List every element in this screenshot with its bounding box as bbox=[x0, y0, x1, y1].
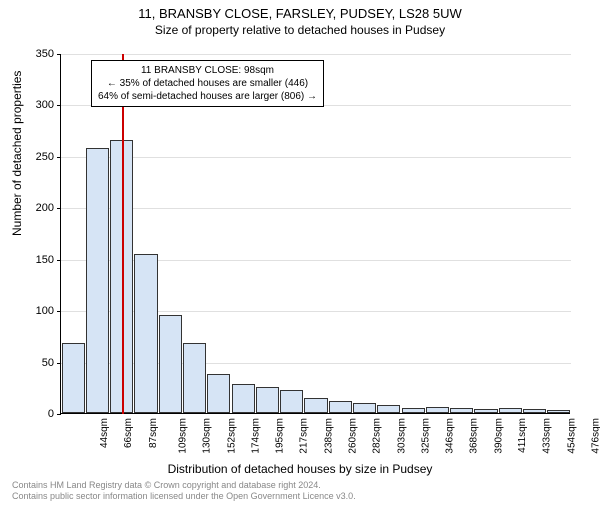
bar bbox=[304, 398, 327, 413]
bar bbox=[183, 343, 206, 413]
xtick-label: 325sqm bbox=[420, 418, 431, 454]
chart-title: 11, BRANSBY CLOSE, FARSLEY, PUDSEY, LS28… bbox=[0, 6, 600, 21]
xtick-label: 109sqm bbox=[178, 418, 189, 454]
xtick-label: 130sqm bbox=[202, 418, 213, 454]
bar bbox=[86, 148, 109, 413]
ytick-mark bbox=[57, 260, 61, 261]
bar bbox=[207, 374, 230, 413]
bar bbox=[523, 409, 546, 413]
footer-line2: Contains public sector information licen… bbox=[12, 491, 356, 502]
xtick-label: 152sqm bbox=[226, 418, 237, 454]
ytick-label: 200 bbox=[24, 202, 54, 214]
bar bbox=[426, 407, 449, 413]
ytick-label: 350 bbox=[24, 48, 54, 60]
ytick-mark bbox=[57, 157, 61, 158]
xtick-label: 238sqm bbox=[323, 418, 334, 454]
ytick-label: 250 bbox=[24, 151, 54, 163]
gridline bbox=[61, 208, 571, 209]
chart-subtitle: Size of property relative to detached ho… bbox=[0, 23, 600, 37]
bar bbox=[280, 390, 303, 413]
bar bbox=[402, 408, 425, 413]
y-axis-label: Number of detached properties bbox=[10, 71, 24, 236]
gridline bbox=[61, 157, 571, 158]
bar bbox=[134, 254, 157, 413]
xtick-label: 433sqm bbox=[542, 418, 553, 454]
bar bbox=[499, 408, 522, 413]
annotation-box: 11 BRANSBY CLOSE: 98sqm← 35% of detached… bbox=[91, 60, 324, 107]
xtick-label: 390sqm bbox=[493, 418, 504, 454]
ytick-label: 300 bbox=[24, 99, 54, 111]
xtick-label: 44sqm bbox=[99, 418, 110, 448]
footer-line1: Contains HM Land Registry data © Crown c… bbox=[12, 480, 356, 491]
bar bbox=[547, 410, 570, 413]
xtick-label: 411sqm bbox=[517, 418, 528, 453]
marker-line bbox=[122, 54, 124, 414]
ytick-label: 100 bbox=[24, 305, 54, 317]
bar bbox=[62, 343, 85, 413]
bar bbox=[159, 315, 182, 413]
xtick-label: 282sqm bbox=[372, 418, 383, 454]
bar bbox=[450, 408, 473, 413]
xtick-label: 476sqm bbox=[590, 418, 600, 454]
annot-line1: 11 BRANSBY CLOSE: 98sqm bbox=[98, 64, 317, 77]
ytick-label: 0 bbox=[24, 408, 54, 420]
bar bbox=[474, 409, 497, 413]
xtick-label: 368sqm bbox=[469, 418, 480, 454]
bar bbox=[377, 405, 400, 413]
bar bbox=[329, 401, 352, 413]
xtick-label: 217sqm bbox=[299, 418, 310, 454]
bar bbox=[232, 384, 255, 413]
xtick-label: 260sqm bbox=[348, 418, 359, 454]
bar bbox=[256, 387, 279, 413]
ytick-mark bbox=[57, 54, 61, 55]
xtick-label: 346sqm bbox=[445, 418, 456, 454]
xtick-label: 303sqm bbox=[396, 418, 407, 454]
plot: 44sqm66sqm87sqm109sqm130sqm152sqm174sqm1… bbox=[60, 54, 570, 414]
plot-area: 44sqm66sqm87sqm109sqm130sqm152sqm174sqm1… bbox=[60, 54, 570, 414]
bar bbox=[353, 403, 376, 413]
ytick-label: 150 bbox=[24, 254, 54, 266]
ytick-mark bbox=[57, 311, 61, 312]
gridline bbox=[61, 54, 571, 55]
footer: Contains HM Land Registry data © Crown c… bbox=[12, 480, 356, 502]
ytick-mark bbox=[57, 208, 61, 209]
xtick-label: 174sqm bbox=[250, 418, 261, 454]
xtick-label: 87sqm bbox=[148, 418, 159, 448]
ytick-mark bbox=[57, 414, 61, 415]
xtick-label: 66sqm bbox=[123, 418, 134, 448]
x-axis-label: Distribution of detached houses by size … bbox=[0, 462, 600, 476]
annot-line3: 64% of semi-detached houses are larger (… bbox=[98, 90, 317, 103]
annot-line2: ← 35% of detached houses are smaller (44… bbox=[98, 77, 317, 90]
chart-container: 11, BRANSBY CLOSE, FARSLEY, PUDSEY, LS28… bbox=[0, 6, 600, 506]
ytick-mark bbox=[57, 105, 61, 106]
ytick-label: 50 bbox=[24, 357, 54, 369]
ytick-mark bbox=[57, 363, 61, 364]
xtick-label: 195sqm bbox=[275, 418, 286, 454]
xtick-label: 454sqm bbox=[566, 418, 577, 454]
